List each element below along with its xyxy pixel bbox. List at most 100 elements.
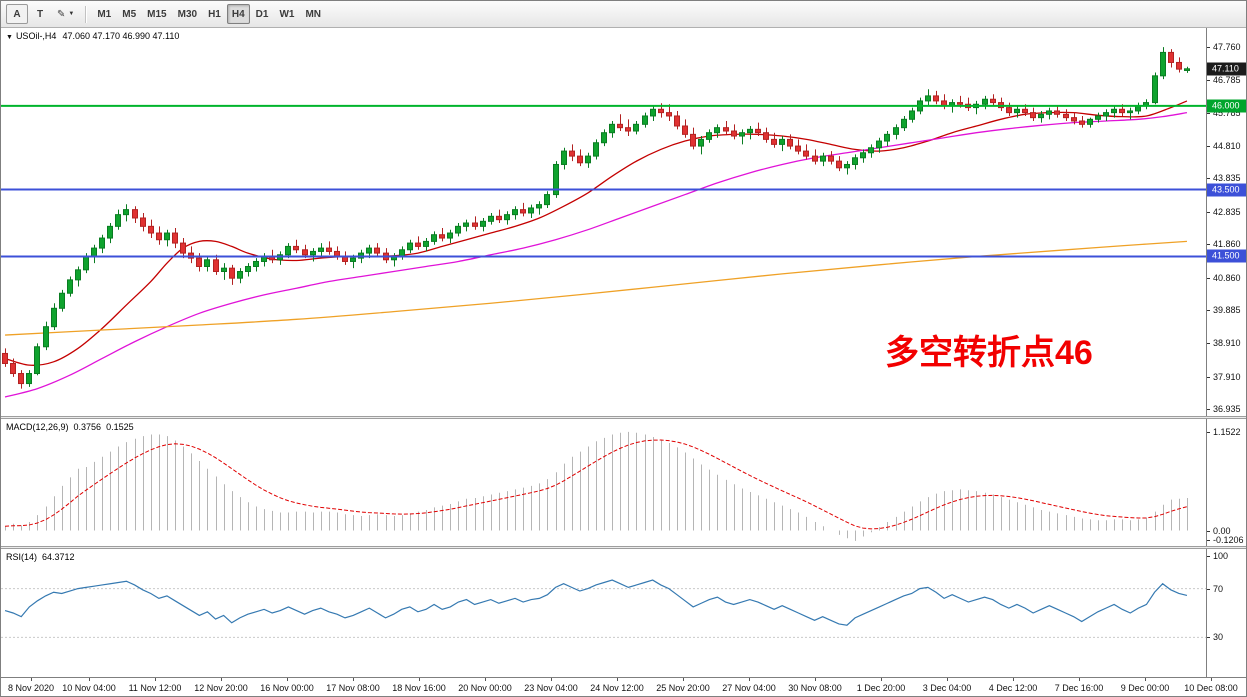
time-axis-tick (881, 678, 882, 681)
price-axis-tick-label: 37.910 (1213, 371, 1241, 382)
one-click-trading-icon[interactable]: ▼ (6, 34, 13, 41)
price-tag-46.000: 46.000 (1207, 99, 1246, 113)
macd-axis-tick-label: 0.00 (1213, 525, 1231, 536)
macd-axis-tick-label: 1.1522 (1213, 426, 1241, 437)
ma-line-slow-orange (5, 240, 1187, 336)
time-axis-label: 4 Dec 12:00 (988, 683, 1038, 693)
main-chart-plot[interactable] (1, 28, 1206, 416)
macd-plot[interactable] (1, 419, 1206, 546)
rsi-plot[interactable] (1, 549, 1206, 677)
time-axis-label: 3 Dec 04:00 (922, 683, 972, 693)
macd-histogram (5, 431, 1188, 541)
rsi-indicator-name: RSI(14) (6, 552, 38, 562)
price-axis-tick (1207, 343, 1210, 345)
price-tag-43.500: 43.500 (1207, 183, 1246, 197)
price-axis-tick (1207, 145, 1210, 147)
time-axis-label: 17 Nov 08:00 (326, 683, 380, 693)
price-axis-tick (1207, 376, 1210, 378)
price-axis-tick (1207, 244, 1210, 246)
timeframe-button-m30[interactable]: M30 (177, 8, 198, 20)
timeframe-button-group: M1 M5 M15 M30 H1 H4 D1 W1 MN (92, 4, 326, 24)
price-axis-tick (1207, 409, 1210, 411)
candlestick-series (2, 47, 1190, 389)
price-axis-tick-label: 44.810 (1213, 140, 1241, 151)
dropdown-caret-icon: ▼ (68, 11, 75, 17)
timeframe-button-m15[interactable]: M15 (147, 8, 167, 20)
price-axis-tick (1207, 79, 1210, 81)
price-axis-tick (1207, 113, 1210, 115)
price-axis-tick (1207, 211, 1210, 213)
macd-value-signal: 0.1525 (106, 422, 134, 432)
time-axis-tick (221, 678, 222, 681)
timeframe-button-m5[interactable]: M5 (122, 8, 137, 20)
price-axis-macd[interactable]: 1.1522 0.00 -0.1206 (1206, 419, 1246, 546)
rsi-axis-tick (1207, 637, 1210, 639)
macd-value-main: 0.3756 (73, 422, 102, 432)
toolbar-separator (85, 5, 87, 23)
time-axis-label: 9 Dec 00:00 (1120, 683, 1170, 693)
time-axis-label: 7 Dec 16:00 (1054, 683, 1104, 693)
panel-divider-macd[interactable] (1, 416, 1246, 419)
time-axis-label: 11 Nov 12:00 (128, 683, 182, 693)
time-axis-label: 8 Nov 2020 (7, 683, 55, 693)
time-axis-tick (947, 678, 948, 681)
price-axis-tick-label: 41.860 (1213, 239, 1241, 250)
price-axis-tick (1207, 47, 1210, 49)
price-axis-tick-label: 46.785 (1213, 74, 1241, 85)
main-chart-panel: ▼ USOil-,H4 47.060 47.170 46.990 47.110 多空… (1, 28, 1246, 416)
macd-axis-tick (1207, 540, 1210, 541)
time-axis-tick (1145, 678, 1146, 681)
macd-indicator-name: MACD(12,26,9) (6, 422, 69, 432)
price-axis-tick-label: 47.760 (1213, 42, 1241, 53)
time-axis[interactable]: 8 Nov 2020 10 Nov 04:00 11 Nov 12:00 12 Nov… (1, 677, 1246, 696)
rsi-axis-tick-label: 100 (1213, 551, 1229, 561)
ohlc-values: 47.060 47.170 46.990 47.110 (62, 31, 180, 41)
price-axis-main[interactable]: 47.760 46.785 45.785 44.810 43.835 42.835 41.8… (1206, 28, 1246, 416)
time-axis-label: 24 Nov 12:00 (590, 683, 644, 693)
ma-line-fast-red (4, 100, 1188, 366)
panel-divider-rsi[interactable] (1, 546, 1246, 549)
price-axis-tick-label: 36.935 (1213, 404, 1241, 415)
price-axis-rsi[interactable]: 100 70 30 (1206, 549, 1246, 677)
time-axis-tick (287, 678, 288, 681)
time-axis-tick (683, 678, 684, 681)
time-axis-tick (1079, 678, 1080, 681)
time-axis-tick (617, 678, 618, 681)
timeframe-button-h4[interactable]: H4 (226, 4, 250, 24)
timeframe-button-mn[interactable]: MN (305, 8, 322, 20)
time-axis-label: 20 Nov 00:00 (458, 683, 512, 693)
tool-button-arrow[interactable]: A (6, 4, 28, 24)
price-axis-tick-label: 45.785 (1213, 108, 1241, 119)
rsi-axis-tick-label: 70 (1213, 583, 1224, 594)
price-axis-tick-label: 40.860 (1213, 272, 1241, 283)
price-axis-tick-label: 38.910 (1213, 338, 1241, 349)
time-axis-label: 10 Nov 04:00 (62, 683, 116, 693)
price-axis-tick-label: 42.835 (1213, 206, 1241, 217)
timeframe-button-m1[interactable]: M1 (97, 8, 112, 20)
time-axis-label: 16 Nov 00:00 (260, 683, 314, 693)
time-axis-label: 1 Dec 20:00 (856, 683, 906, 693)
rsi-label: RSI(14) 64.3712 (6, 552, 75, 562)
chart-annotation-text[interactable]: 多空转折点46 (885, 334, 1093, 372)
time-axis-tick (31, 678, 32, 681)
timeframe-button-w1[interactable]: W1 (279, 8, 295, 20)
timeframe-button-d1[interactable]: D1 (255, 8, 269, 20)
symbol-ohlc-label: ▼ USOil-,H4 47.060 47.170 46.990 47.110 (6, 31, 179, 41)
price-tag-41.500: 41.500 (1207, 249, 1246, 263)
tool-button-text[interactable]: T (29, 4, 51, 24)
tool-button-draw[interactable]: ✎ ▼ (52, 4, 79, 24)
macd-axis-tick (1207, 530, 1210, 532)
tool-button-group: A T ✎ ▼ (6, 4, 79, 24)
time-axis-tick (749, 678, 750, 681)
time-axis-tick (551, 678, 552, 681)
rsi-axis-tick (1207, 556, 1210, 557)
price-axis-tick-label: 39.885 (1213, 305, 1241, 316)
macd-panel: MACD(12,26,9) 0.3756 0.1525 1.1522 0.00 -0.1… (1, 419, 1246, 546)
ma-line-mid-magenta (4, 111, 1188, 398)
rsi-panel: RSI(14) 64.3712 100 70 30 (1, 549, 1246, 677)
macd-signal-line (5, 439, 1188, 530)
timeframe-button-h1[interactable]: H1 (208, 8, 221, 20)
time-axis-tick (485, 678, 486, 681)
draw-icon: ✎ (57, 8, 66, 20)
